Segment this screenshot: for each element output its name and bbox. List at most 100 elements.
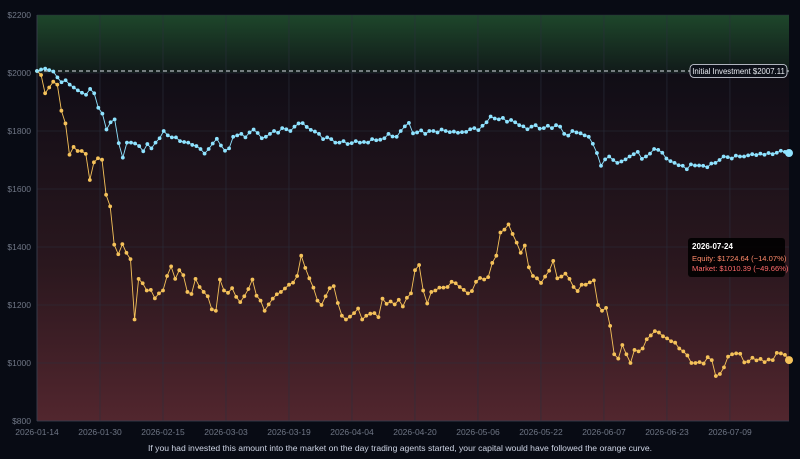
- market-point: [465, 291, 470, 296]
- equity-point: [451, 129, 456, 134]
- equity-point: [656, 147, 661, 152]
- equity-point: [785, 149, 793, 158]
- equity-point: [750, 152, 755, 157]
- market-point: [502, 227, 507, 232]
- equity-point: [329, 137, 334, 142]
- equity-point: [296, 121, 301, 126]
- equity-point: [611, 158, 616, 162]
- equity-point: [251, 127, 256, 132]
- equity-point: [615, 161, 620, 165]
- equity-point: [349, 141, 354, 146]
- equity-point: [243, 135, 248, 140]
- market-point: [785, 356, 793, 365]
- market-point: [575, 289, 580, 293]
- market-point: [400, 304, 405, 309]
- market-point: [234, 294, 239, 299]
- equity-point: [169, 135, 174, 140]
- market-point: [291, 280, 295, 285]
- market-point: [693, 361, 698, 365]
- equity-point: [550, 126, 554, 130]
- equity-point: [272, 129, 276, 133]
- equity-point: [505, 119, 509, 124]
- equity-point: [108, 120, 113, 125]
- equity-point: [63, 78, 68, 83]
- market-point: [352, 311, 356, 316]
- tooltip-equity: Equity: $1724.64 (−14.07%): [692, 254, 787, 263]
- equity-point: [770, 152, 775, 157]
- market-point: [628, 361, 633, 365]
- equity-point: [394, 134, 399, 139]
- market-point: [193, 277, 198, 281]
- equity-point: [206, 147, 211, 151]
- equity-point: [308, 127, 313, 132]
- x-tick-label: 2026-05-06: [456, 427, 500, 437]
- equity-point: [59, 80, 64, 85]
- market-point: [774, 350, 779, 355]
- market-point: [750, 355, 755, 360]
- y-tick-label: $1600: [7, 184, 31, 194]
- market-point: [547, 268, 552, 273]
- equity-point: [733, 153, 738, 158]
- equity-point: [80, 90, 84, 95]
- equity-point: [537, 126, 542, 131]
- tooltip-date: 2026-07-24: [692, 242, 733, 251]
- equity-point: [333, 140, 338, 145]
- tooltip-box: [688, 238, 785, 277]
- market-point: [148, 288, 153, 292]
- market-point: [165, 274, 169, 278]
- equity-point: [701, 163, 706, 168]
- market-point: [405, 295, 409, 300]
- equity-point: [623, 157, 628, 162]
- market-point: [429, 290, 434, 294]
- market-point: [636, 349, 641, 354]
- equity-point: [214, 136, 219, 141]
- y-tick-label: $1400: [7, 242, 31, 252]
- equity-point: [717, 158, 722, 162]
- market-point: [79, 149, 84, 153]
- equity-point: [43, 66, 48, 71]
- market-point: [624, 352, 629, 357]
- equity-point: [75, 88, 80, 93]
- equity-point: [431, 129, 436, 133]
- x-tick-label: 2026-01-30: [78, 427, 122, 437]
- equity-point: [284, 127, 289, 132]
- market-point: [392, 302, 397, 307]
- market-point: [461, 288, 466, 292]
- equity-point: [411, 131, 415, 136]
- x-tick-label: 2026-02-15: [141, 427, 185, 437]
- market-point: [734, 351, 739, 356]
- market-point: [522, 243, 527, 248]
- equity-point: [210, 141, 215, 146]
- market-point: [591, 278, 596, 283]
- market-point: [250, 277, 255, 282]
- market-point: [39, 73, 43, 77]
- equity-point: [778, 148, 783, 153]
- equity-point: [47, 68, 52, 72]
- market-point: [490, 261, 495, 265]
- equity-point: [292, 124, 297, 129]
- equity-point: [276, 130, 281, 135]
- equity-point: [529, 124, 534, 129]
- market-point: [758, 357, 763, 361]
- market-point: [482, 277, 487, 282]
- equity-point: [321, 137, 325, 142]
- equity-point: [668, 159, 673, 164]
- equity-point: [456, 130, 460, 135]
- equity-point: [71, 85, 76, 90]
- tooltip-market: Market: $1010.39 (−49.66%): [692, 264, 789, 273]
- x-tick-label: 2026-04-20: [393, 427, 437, 437]
- market-point: [539, 281, 543, 285]
- market-point: [144, 288, 149, 293]
- market-point: [738, 351, 743, 356]
- equity-point: [644, 154, 648, 159]
- market-point: [701, 361, 706, 366]
- market-point: [437, 285, 442, 290]
- market-point: [409, 291, 413, 296]
- market-point: [303, 265, 308, 270]
- market-point: [311, 285, 316, 290]
- equity-point: [693, 163, 697, 168]
- equity-point: [137, 144, 142, 148]
- equity-point: [84, 92, 88, 97]
- market-point: [201, 290, 206, 294]
